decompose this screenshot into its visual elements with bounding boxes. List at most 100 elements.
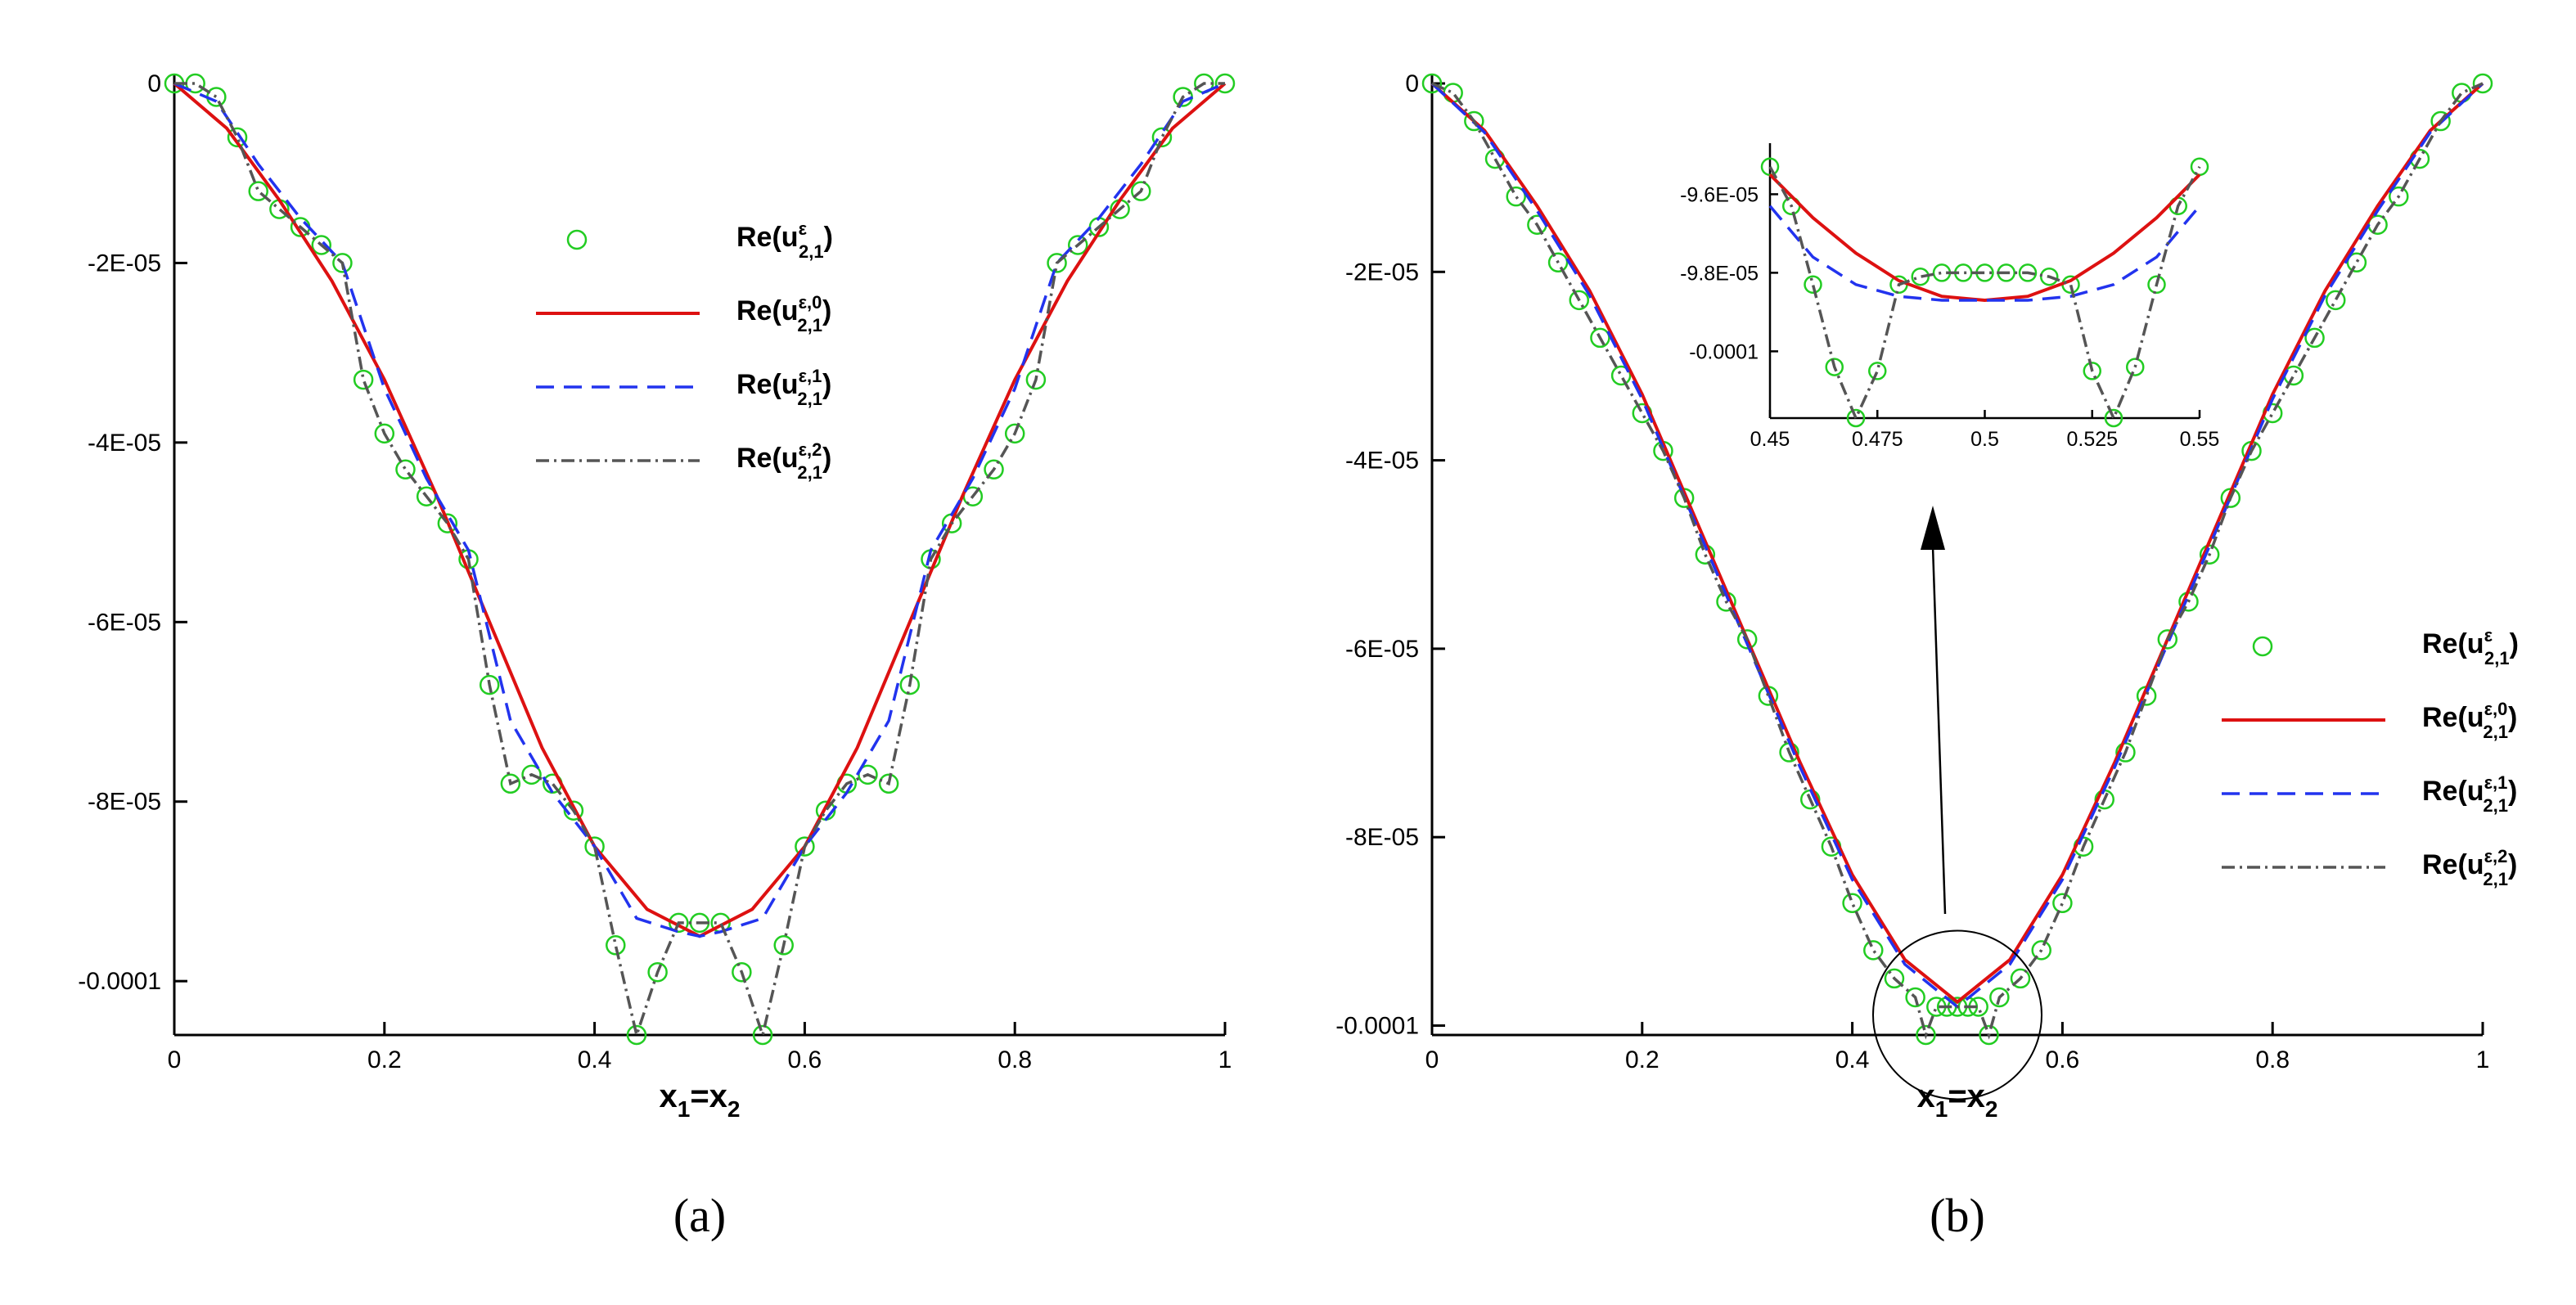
inset-x-tick-label: 0.475 <box>1852 428 1903 451</box>
data-point <box>374 423 395 444</box>
data-point <box>2147 275 2166 295</box>
inset-y-tick-label: -9.8E-05 <box>1680 262 1759 285</box>
data-point <box>1736 629 1758 650</box>
x-tick-label: 0.2 <box>1625 1046 1660 1073</box>
data-point <box>437 513 458 533</box>
series-line <box>173 82 1226 938</box>
y-tick-label: 0 <box>1405 70 1419 97</box>
data-point <box>773 935 794 956</box>
data-point <box>1804 275 1822 295</box>
y-tick-label: -4E-05 <box>88 430 161 457</box>
data-point <box>2346 252 2367 273</box>
legend-label: Re(uε,1 2,1) <box>2422 772 2517 816</box>
data-point <box>752 1024 773 1046</box>
data-point <box>563 800 584 821</box>
data-point <box>311 235 332 255</box>
x-tick-label: 0.4 <box>1835 1046 1870 1073</box>
chart-panel-b: 0 0.2 0.4 0.6 0.8 1 0 -2E-05 -4E-05 -6E-05 -8E-05 -… <box>1335 70 2519 1242</box>
data-point <box>1004 423 1025 444</box>
data-point <box>2052 893 2073 914</box>
data-point <box>1131 181 1151 201</box>
series-line <box>1430 82 2484 1005</box>
data-point <box>878 773 899 794</box>
x-axis-label: x1=x2 <box>659 1078 740 1122</box>
x-tick-label: 1 <box>1218 1046 1232 1073</box>
data-point <box>606 935 626 956</box>
legend-swatch <box>2252 636 2273 657</box>
legend-label: Re(uε,0 2,1) <box>736 292 831 335</box>
data-point <box>479 674 500 695</box>
inset-chart: 0.45 0.475 0.5 0.525 0.55 -9.6E-05 -9.8E-05 -0.… <box>1680 143 2219 451</box>
zoom-arrow <box>1931 546 1947 915</box>
legend-label: Re(uε,2 2,1) <box>736 439 831 483</box>
data-point <box>1911 267 1930 286</box>
data-point <box>1421 73 1443 94</box>
x-tick-label: 0.6 <box>2046 1046 2080 1073</box>
data-point <box>2199 544 2220 565</box>
data-point <box>521 764 542 785</box>
data-point <box>2157 629 2178 650</box>
data-point <box>1979 1024 1999 1046</box>
data-point <box>1863 940 1884 961</box>
legend-swatch <box>566 229 588 250</box>
data-point <box>1884 968 1905 989</box>
x-tick-label: 0.6 <box>788 1046 822 1073</box>
data-point <box>1547 252 1569 273</box>
series-line <box>1768 173 2201 303</box>
data-point <box>2304 327 2325 349</box>
data-point <box>1569 290 1590 311</box>
panel-label: (b) <box>1930 1189 1985 1242</box>
x-axis-label: x1=x2 <box>1916 1078 1997 1122</box>
data-point <box>1506 186 1526 207</box>
zoom-arrow-head <box>1921 506 1945 550</box>
legend-label: Re(uε,0 2,1) <box>2422 699 2517 742</box>
data-point <box>669 912 689 934</box>
data-point <box>626 1024 647 1046</box>
data-point <box>1989 987 2010 1008</box>
data-point <box>647 961 668 983</box>
data-point <box>1214 73 1236 94</box>
y-tick-label: -0.0001 <box>1335 1012 1419 1039</box>
y-tick-label: -2E-05 <box>1345 259 1419 286</box>
x-tick-label: 0.8 <box>998 1046 1032 1073</box>
panel-label: (a) <box>673 1189 726 1242</box>
legend-label: Re(uε,2 2,1) <box>2422 846 2517 889</box>
data-point <box>1067 235 1088 255</box>
data-point <box>1846 408 1866 428</box>
data-point <box>1868 362 1887 380</box>
inset-x-tick-label: 0.525 <box>2066 428 2118 451</box>
data-point <box>1464 110 1484 132</box>
data-point <box>206 87 227 107</box>
data-point <box>1151 127 1173 148</box>
data-point <box>2389 186 2409 207</box>
data-point <box>2104 408 2123 428</box>
series-line <box>1431 82 2484 1040</box>
data-point <box>2126 358 2145 376</box>
series-line <box>1768 165 2201 422</box>
data-point <box>1825 358 1844 376</box>
data-point <box>1905 987 1925 1008</box>
data-point <box>227 127 248 148</box>
inset-y-tick-label: -0.0001 <box>1689 340 1759 363</box>
data-point <box>1916 1024 1936 1046</box>
data-point <box>353 369 374 390</box>
data-point <box>584 836 605 857</box>
x-tick-label: 0.8 <box>2255 1046 2290 1073</box>
series-line <box>174 82 1225 1041</box>
data-point <box>1610 365 1632 386</box>
data-point <box>2010 968 2031 989</box>
legend-label: Re(uε 2,1) <box>736 218 833 262</box>
data-point <box>2325 290 2346 311</box>
inset-x-tick-label: 0.55 <box>2180 428 2220 451</box>
x-tick-label: 0 <box>1425 1046 1439 1073</box>
data-point <box>984 459 1004 480</box>
chart-panel-a: 0 0.2 0.4 0.6 0.8 1 0 -2E-05 -4E-05 -6E-05 -8E-05 -… <box>78 70 1236 1242</box>
data-point <box>395 459 416 480</box>
y-tick-label: -8E-05 <box>1345 824 1419 851</box>
data-point <box>732 961 752 983</box>
y-tick-label: -6E-05 <box>88 609 161 636</box>
data-point <box>2472 73 2493 94</box>
data-point <box>2031 940 2051 961</box>
inset-y-tick-label: -9.6E-05 <box>1680 183 1759 206</box>
